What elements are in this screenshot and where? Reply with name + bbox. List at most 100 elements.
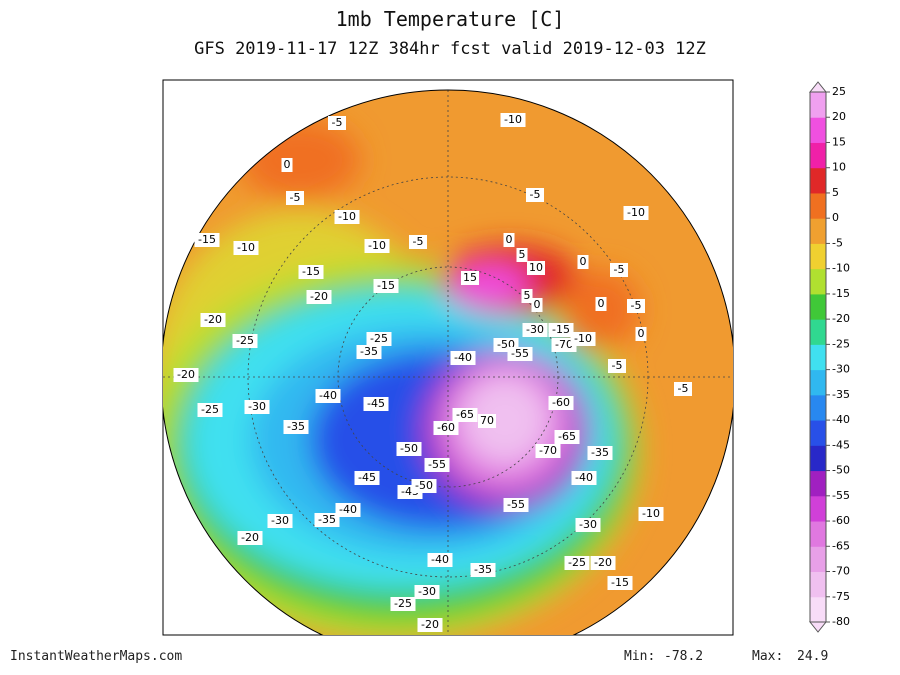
contour-label: 0 (638, 327, 645, 340)
label-box (607, 576, 633, 590)
colorbar-bin (810, 344, 826, 371)
label-box (470, 563, 496, 577)
label-box (608, 359, 626, 373)
label-box (427, 553, 453, 567)
contour-label: -45 (358, 471, 376, 484)
label-box (390, 597, 416, 611)
colorbar-tick-label: 10 (832, 161, 846, 174)
contour-label: -15 (611, 576, 629, 589)
label-box (334, 210, 360, 224)
contour-label: 10 (529, 261, 543, 274)
label-box (554, 430, 580, 444)
colorbar-tick-label: -60 (832, 514, 850, 527)
label-box (194, 233, 220, 247)
contour-label: -70 (539, 444, 557, 457)
contour-label: 70 (480, 414, 494, 427)
colorbar-bin (810, 293, 826, 320)
contour-label: -50 (400, 442, 418, 455)
contour-label: -20 (177, 368, 195, 381)
min-value: -78.2 (664, 649, 703, 664)
label-box (200, 313, 226, 327)
contour-label: -5 (614, 263, 625, 276)
label-box (623, 206, 649, 220)
colorbar: -80-75-70-65-60-55-50-45-40-35-30-25-20-… (808, 81, 850, 633)
label-box (237, 531, 263, 545)
contour-label: 0 (598, 297, 605, 310)
colorbar-tick-label: -70 (832, 565, 850, 578)
label-box (522, 323, 548, 337)
label-box (638, 507, 664, 521)
label-box (314, 513, 340, 527)
contour-label: -55 (507, 498, 525, 511)
label-box (635, 327, 647, 341)
label-box (433, 421, 459, 435)
label-box (354, 471, 380, 485)
colorbar-cap (808, 621, 828, 633)
colorbar-tick-label: -10 (832, 262, 850, 275)
label-box (551, 338, 577, 352)
subtitle: GFS 2019-11-17 12Z 384hr fcst valid 2019… (194, 39, 706, 59)
colorbar-tick-label: -75 (832, 590, 850, 603)
contour-label: -30 (271, 514, 289, 527)
label-box (233, 241, 259, 255)
colorbar-bin (810, 445, 826, 472)
colorbar-bin (810, 546, 826, 573)
contour-label: 0 (506, 233, 513, 246)
contour-label: 0 (284, 158, 291, 171)
label-box (564, 556, 590, 570)
colorbar-tick-label: -5 (832, 236, 843, 249)
label-box (535, 444, 561, 458)
label-box (409, 235, 427, 249)
label-box (587, 446, 613, 460)
label-box (575, 518, 601, 532)
label-box (610, 263, 628, 277)
label-box (674, 382, 692, 396)
label-box (461, 271, 479, 285)
contour-label: -40 (431, 553, 449, 566)
colorbar-bin (810, 268, 826, 295)
colorbar-bin (810, 167, 826, 194)
contour-label: -5 (612, 359, 623, 372)
colorbar-tick-label: -45 (832, 438, 850, 451)
contour-label: 5 (519, 248, 526, 261)
contour-label: -5 (413, 235, 424, 248)
label-box (516, 248, 528, 262)
label-box (503, 498, 529, 512)
colorbar-cap (808, 81, 828, 93)
label-box (364, 239, 390, 253)
contour-label: -20 (594, 556, 612, 569)
colorbar-bin (810, 192, 826, 219)
contour-label: 15 (463, 271, 477, 284)
contour-label: -5 (332, 116, 343, 129)
label-box (315, 389, 341, 403)
contour-label: -35 (318, 513, 336, 526)
contour-label: -20 (204, 313, 222, 326)
contour-label: -65 (456, 408, 474, 421)
contour-label: -10 (642, 507, 660, 520)
label-box (232, 334, 258, 348)
label-box (452, 408, 478, 422)
source: InstantWeatherMaps.com (10, 649, 182, 664)
contour-label: -55 (428, 458, 446, 471)
contour-label: -15 (377, 279, 395, 292)
contour-label: -15 (302, 265, 320, 278)
colorbar-bin (810, 319, 826, 345)
contour-label: -25 (201, 403, 219, 416)
label-box (577, 255, 589, 269)
contour-label: -60 (437, 421, 455, 434)
label-box (173, 368, 199, 382)
contour-label: -10 (574, 332, 592, 345)
label-box (627, 299, 645, 313)
label-box (595, 297, 607, 311)
label-box (526, 188, 544, 202)
label-box (281, 158, 293, 172)
contour-label: -35 (591, 446, 609, 459)
contour-label: -10 (338, 210, 356, 223)
contour-label: -50 (415, 479, 433, 492)
contour-label: -30 (526, 323, 544, 336)
contour-label: -40 (339, 503, 357, 516)
contour-label: -65 (558, 430, 576, 443)
contour-label: -55 (511, 347, 529, 360)
